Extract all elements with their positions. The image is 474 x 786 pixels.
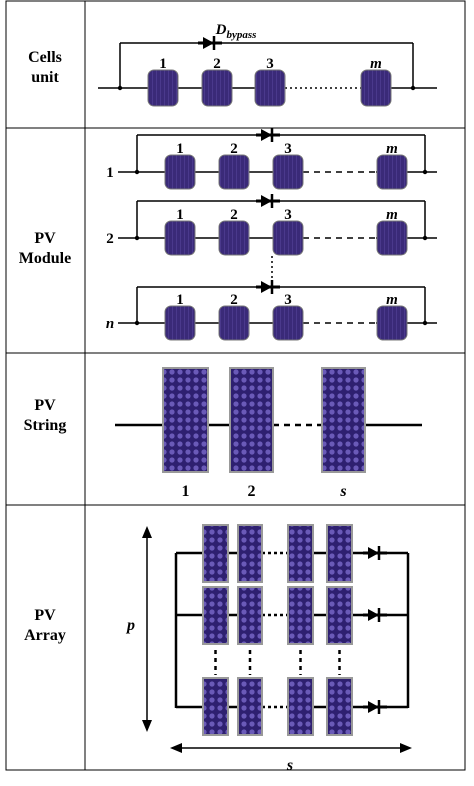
table-grid: [5, 0, 466, 771]
cell-label: 2: [230, 207, 238, 223]
cell-label: 3: [284, 207, 292, 223]
panel: [237, 586, 263, 645]
panel: [162, 367, 209, 473]
cell: [164, 220, 196, 256]
cell: [272, 305, 304, 341]
cell: [376, 154, 408, 190]
cell: [272, 220, 304, 256]
node: [410, 85, 416, 91]
cell: [254, 69, 286, 107]
cell: [147, 69, 179, 107]
row-label: Module: [19, 250, 71, 267]
panel: [326, 586, 353, 645]
cell: [272, 154, 304, 190]
cell-label: 1: [176, 292, 184, 308]
node: [117, 85, 123, 91]
cell: [218, 220, 250, 256]
content: Cells unit Dbypass 1 2 3 m PV Module 1 1 2 3 m 2 1 2 3 m n 1…: [19, 22, 437, 774]
arrow: [142, 526, 152, 538]
cell-label: 3: [266, 56, 274, 72]
arrow: [142, 720, 152, 732]
cell: [201, 69, 233, 107]
node: [422, 320, 428, 326]
node: [134, 235, 140, 241]
cell-label: m: [386, 207, 398, 223]
panel: [326, 524, 353, 583]
arrow: [170, 743, 182, 753]
panel: [202, 677, 229, 736]
row-label: Cells: [28, 49, 62, 66]
panel: [202, 586, 229, 645]
cell: [164, 305, 196, 341]
cell-label: m: [386, 141, 398, 157]
node: [422, 235, 428, 241]
cell-label: m: [370, 56, 382, 72]
cell: [360, 69, 392, 107]
arrow: [400, 743, 412, 753]
panel: [287, 586, 314, 645]
panel: [237, 677, 263, 736]
rows-symbol: p: [125, 617, 135, 634]
panel: [287, 524, 314, 583]
row-label: unit: [31, 69, 59, 86]
bypass-sub: bypass: [226, 29, 256, 41]
panel-label: s: [339, 483, 346, 500]
cols-symbol: s: [286, 757, 293, 774]
panel: [321, 367, 366, 473]
cell-label: m: [386, 292, 398, 308]
cell-label: 1: [176, 141, 184, 157]
row-label: PV: [34, 607, 56, 624]
cell-label: 2: [230, 141, 238, 157]
cell-label: 1: [176, 207, 184, 223]
row-label: Array: [24, 627, 66, 644]
row-label: String: [24, 417, 67, 434]
cell: [218, 305, 250, 341]
cell: [376, 305, 408, 341]
cell: [376, 220, 408, 256]
panel: [202, 524, 229, 583]
node: [134, 169, 140, 175]
cell-label: 3: [284, 292, 292, 308]
cell-label: 3: [284, 141, 292, 157]
cell: [218, 154, 250, 190]
row-label: PV: [34, 230, 56, 247]
module-index: n: [106, 316, 114, 332]
panel: [237, 524, 263, 583]
module-index: 1: [106, 165, 114, 181]
panel-label: 1: [182, 483, 190, 500]
node: [134, 320, 140, 326]
panel-label: 2: [248, 483, 256, 500]
panel: [287, 677, 314, 736]
cell-label: 2: [230, 292, 238, 308]
node: [422, 169, 428, 175]
cell: [164, 154, 196, 190]
row-label: PV: [34, 397, 56, 414]
cell-label: 2: [213, 56, 221, 72]
bypass-label: Dbypass: [215, 22, 257, 41]
panel: [229, 367, 274, 473]
cell-label: 1: [159, 56, 167, 72]
bypass-main: D: [215, 22, 227, 38]
module-index: 2: [106, 231, 114, 247]
panel: [326, 677, 353, 736]
